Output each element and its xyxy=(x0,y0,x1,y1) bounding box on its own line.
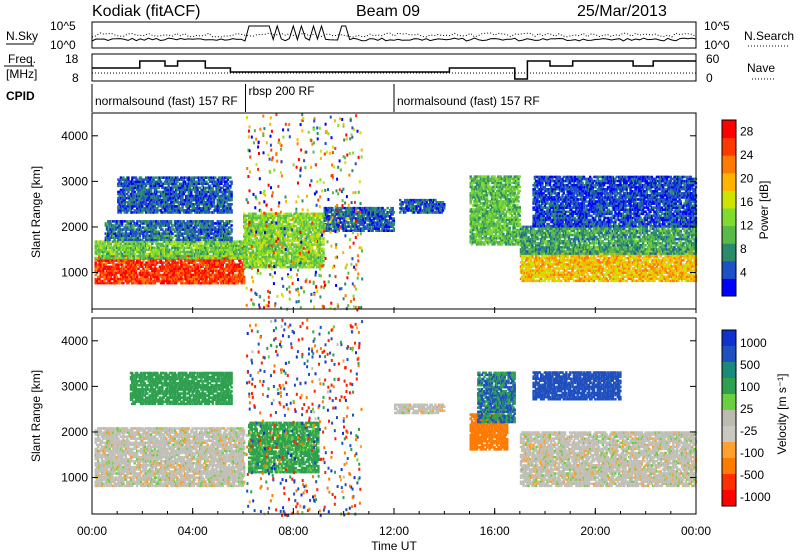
heatmap-cell xyxy=(147,257,149,260)
heatmap-cell xyxy=(229,176,231,179)
nsky-tick-bottom: 10^0 xyxy=(50,38,76,52)
heatmap-cell xyxy=(230,203,232,206)
freq-tick-bottom: 8 xyxy=(72,71,79,85)
heatmap-cell xyxy=(156,257,158,260)
heatmap-cell xyxy=(112,257,114,260)
heatmap-cell xyxy=(124,220,126,223)
heatmap-cell xyxy=(146,253,148,256)
heatmap-cell xyxy=(230,181,232,184)
heatmap-cell xyxy=(171,232,173,235)
heatmap-cell xyxy=(311,233,313,236)
heatmap-cell xyxy=(155,176,157,179)
heatmap-cell xyxy=(146,220,148,223)
heatmap-cell xyxy=(136,220,138,223)
beam-title: Beam 09 xyxy=(356,3,420,20)
nsky-panel: N.Sky 10^5 10^0 10^5 10^0 N.Search xyxy=(6,19,794,52)
heatmap-cell xyxy=(127,176,129,179)
heatmap-cell xyxy=(230,220,232,223)
nsearch-tick-bottom: 10^0 xyxy=(704,38,730,52)
heatmap-cell xyxy=(225,257,227,260)
heatmap-cell xyxy=(152,176,154,179)
nave-label: Nave xyxy=(747,61,775,75)
heatmap-cell xyxy=(170,220,172,223)
heatmap-cell xyxy=(163,261,165,264)
heatmap-cell xyxy=(243,276,245,279)
nave-tick-top: 60 xyxy=(706,52,720,66)
heatmap-cell xyxy=(161,211,163,214)
cpid-program-name: normalsound (fast) 157 RF xyxy=(397,94,540,108)
cpid-panel: CPID normalsound (fast) 157 RF rbsp 200 R… xyxy=(6,84,540,112)
heatmap-cell xyxy=(156,261,158,264)
date-title: 25/Mar/2013 xyxy=(577,3,667,20)
heatmap-cell xyxy=(179,239,181,242)
heatmap-cell xyxy=(254,213,256,216)
heatmap-cell xyxy=(122,282,124,285)
station-title: Kodiak (fitACF) xyxy=(92,3,200,20)
cpid-program-name: normalsound (fast) 157 RF xyxy=(95,94,238,108)
heatmap-cell xyxy=(230,191,232,194)
heatmap-cell xyxy=(131,211,133,214)
heatmap-cell xyxy=(230,228,232,231)
heatmap-cell xyxy=(136,274,138,277)
heatmap-cell xyxy=(121,220,123,223)
heatmap-cell xyxy=(171,237,173,240)
heatmap-cell xyxy=(134,209,136,212)
cpid-program-name: rbsp 200 RF xyxy=(249,84,315,98)
heatmap-cell xyxy=(230,224,232,227)
heatmap-cell xyxy=(286,213,288,216)
heatmap-cell xyxy=(96,257,98,260)
heatmap-cell xyxy=(111,278,113,281)
heatmap-cell xyxy=(159,274,161,277)
heatmap-cell xyxy=(230,237,232,240)
freq-label-line1: Freq. xyxy=(8,52,36,66)
heatmap-cell xyxy=(214,176,216,179)
freq-label-line2: [MHz] xyxy=(6,67,37,81)
cpid-label: CPID xyxy=(6,89,35,103)
heatmap-cell xyxy=(210,176,212,179)
heatmap-cell xyxy=(253,223,255,226)
heatmap-cell xyxy=(230,209,232,212)
nsky-tick-top: 10^5 xyxy=(50,19,76,33)
nsky-label: N.Sky xyxy=(6,29,38,43)
heatmap-cell xyxy=(217,282,219,285)
nsearch-label: N.Search xyxy=(744,29,794,43)
freq-panel: Freq. [MHz] 18 8 60 0 Nave xyxy=(4,52,776,85)
cpid-programs: normalsound (fast) 157 RF rbsp 200 RF norm… xyxy=(92,84,540,112)
freq-frame xyxy=(92,54,696,81)
heatmap-cell xyxy=(308,213,310,216)
nsearch-trace xyxy=(92,33,696,37)
freq-tick-top: 18 xyxy=(65,52,79,66)
heatmap-cell xyxy=(302,213,304,216)
freq-trace xyxy=(92,61,696,79)
heatmap-cell xyxy=(305,266,307,269)
rti-plot: Kodiak (fitACF) Beam 09 25/Mar/2013 N.Sk… xyxy=(0,0,800,554)
nsky-trace xyxy=(92,26,696,41)
heatmap-cell xyxy=(180,255,182,257)
nsearch-tick-top: 10^5 xyxy=(704,19,730,33)
heatmap-cell xyxy=(186,257,188,260)
nave-tick-bottom: 0 xyxy=(706,71,713,85)
heatmap-cell xyxy=(117,257,119,260)
heatmap-cell xyxy=(181,261,183,264)
